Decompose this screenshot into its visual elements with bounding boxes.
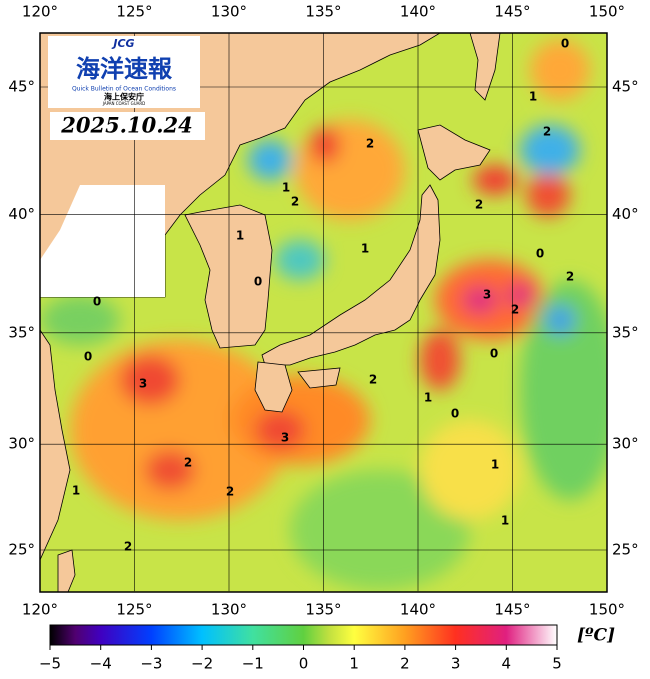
date-box: [50, 112, 205, 140]
lon-tick-label: 125°: [116, 601, 152, 619]
contour-label: 0: [84, 350, 92, 364]
lon-tick-label: 150°: [589, 601, 625, 619]
colorbar-tick-label: −3: [140, 655, 162, 673]
contour-label: 2: [543, 125, 551, 139]
colorbar-tick-label: 1: [349, 655, 359, 673]
contour-label: 2: [184, 456, 192, 470]
lon-tick-label: 145°: [494, 601, 530, 619]
contour-label: 0: [254, 275, 262, 289]
lon-tick-label: 125°: [116, 3, 152, 21]
lat-tick-label: 45°: [612, 77, 639, 95]
contour-label: 2: [566, 270, 574, 284]
colorbar-tick-label: −1: [242, 655, 264, 673]
lat-tick-label: 35°: [8, 323, 35, 341]
lon-tick-label: 135°: [305, 601, 341, 619]
contour-label: 0: [93, 295, 101, 309]
lon-tick-label: 140°: [400, 601, 436, 619]
lat-tick-label: 40°: [8, 205, 35, 223]
contour-label: 2: [291, 195, 299, 209]
land: [40, 185, 80, 260]
lat-tick-label: 45°: [8, 77, 35, 95]
logo-box: [48, 36, 200, 108]
contour-label: 0: [561, 37, 569, 51]
lon-tick-label: 145°: [494, 3, 530, 21]
colorbar-tick-label: 3: [451, 655, 461, 673]
contour-label: 1: [424, 391, 432, 405]
lat-tick-label: 25°: [8, 541, 35, 559]
logo-subtitle: Quick Bulletin of Ocean Conditions: [72, 86, 176, 93]
lon-tick-label: 130°: [211, 3, 247, 21]
colorbar-tick-label: −2: [191, 655, 213, 673]
contour-label: 1: [282, 181, 290, 195]
contour-label: 0: [536, 247, 544, 261]
logo: JCG 海洋速報 Quick Bulletin of Ocean Conditi…: [48, 36, 205, 140]
colorbar: [49, 624, 558, 646]
colorbar-tick-label: 0: [299, 655, 309, 673]
lon-tick-label: 130°: [211, 601, 247, 619]
logo-title: 海洋速報: [76, 55, 173, 83]
lat-tick-label: 35°: [612, 323, 639, 341]
contour-label: 2: [475, 198, 483, 212]
colorbar-tick-label: −5: [39, 655, 61, 673]
map-frame: [39, 32, 608, 593]
logo-org-en: JAPAN COAST GUARD: [102, 101, 146, 106]
colorbar-tick-label: 5: [552, 655, 562, 673]
contour-label: 1: [361, 242, 369, 256]
contour-label: 1: [72, 484, 80, 498]
lon-tick-label: 120°: [22, 601, 58, 619]
contour-label: 1: [491, 458, 499, 472]
lat-tick-label: 25°: [612, 541, 639, 559]
contour-label: 2: [511, 303, 519, 317]
no-data: [40, 185, 165, 297]
contour-label: 2: [369, 373, 377, 387]
contour-label: 2: [366, 137, 374, 151]
lat-tick-label: 30°: [612, 435, 639, 453]
lon-tick-label: 150°: [589, 3, 625, 21]
contour-label: 2: [124, 540, 132, 554]
lon-tick-label: 140°: [400, 3, 436, 21]
colorbar-tick-label: 4: [502, 655, 512, 673]
lon-tick-label: 120°: [22, 3, 58, 21]
contour-label: 0: [490, 347, 498, 361]
date: 2025.10.24: [60, 113, 193, 138]
contour-label: 0: [451, 407, 459, 421]
contour-label: 1: [529, 90, 537, 104]
colorbar-tick-label: 2: [400, 655, 410, 673]
contour-label: 3: [281, 431, 289, 445]
contour-label: 3: [483, 288, 491, 302]
logo-org: 海上保安庁: [104, 92, 144, 102]
lat-tick-label: 40°: [612, 205, 639, 223]
lon-tick-label: 135°: [305, 3, 341, 21]
contour-label: 1: [501, 514, 509, 528]
contour-label: 3: [139, 377, 147, 391]
logo-jcg: JCG: [111, 37, 134, 50]
colorbar-unit: [ºC]: [577, 626, 615, 646]
contour-label: 1: [236, 229, 244, 243]
contour-label: 2: [226, 485, 234, 499]
colorbar-tick-label: −4: [90, 655, 112, 673]
lat-tick-label: 30°: [8, 435, 35, 453]
